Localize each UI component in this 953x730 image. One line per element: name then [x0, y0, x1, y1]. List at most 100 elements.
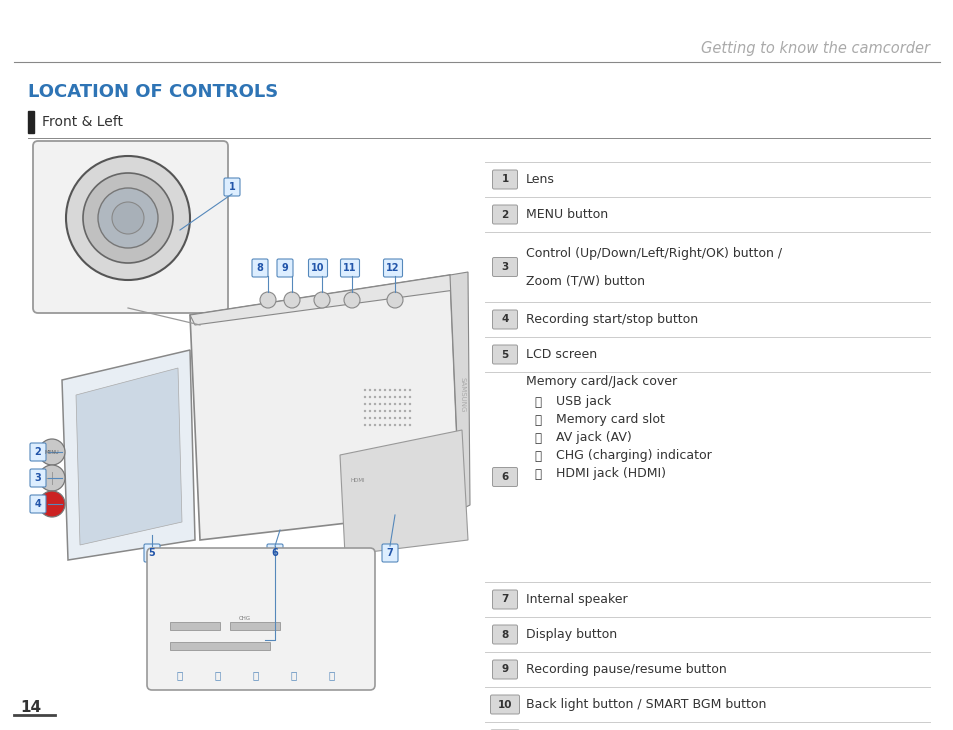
Circle shape — [383, 389, 386, 391]
Circle shape — [389, 417, 391, 419]
FancyBboxPatch shape — [267, 544, 283, 562]
Circle shape — [39, 491, 65, 517]
Circle shape — [374, 424, 375, 426]
Text: SAMSUNG: SAMSUNG — [459, 377, 465, 412]
Circle shape — [403, 396, 406, 398]
FancyBboxPatch shape — [147, 548, 375, 690]
Polygon shape — [190, 275, 455, 325]
Circle shape — [369, 403, 371, 405]
Text: 10: 10 — [497, 699, 512, 710]
Text: Lens: Lens — [525, 173, 555, 186]
Text: 3: 3 — [501, 262, 508, 272]
Circle shape — [378, 389, 381, 391]
FancyBboxPatch shape — [252, 259, 268, 277]
Text: ⓒ: ⓒ — [534, 431, 540, 445]
Circle shape — [383, 403, 386, 405]
Circle shape — [260, 292, 275, 308]
Circle shape — [398, 417, 401, 419]
Text: 5: 5 — [149, 548, 155, 558]
FancyBboxPatch shape — [492, 205, 517, 224]
Circle shape — [383, 410, 386, 412]
Text: 2: 2 — [34, 447, 41, 457]
FancyBboxPatch shape — [224, 178, 240, 196]
Circle shape — [39, 439, 65, 465]
Text: Recording pause/resume button: Recording pause/resume button — [525, 663, 726, 676]
Text: 3: 3 — [34, 473, 41, 483]
Polygon shape — [76, 368, 182, 545]
Text: CHG (charging) indicator: CHG (charging) indicator — [556, 450, 711, 463]
Circle shape — [398, 403, 401, 405]
Bar — [170, 642, 270, 650]
Circle shape — [409, 396, 411, 398]
Text: AV jack (AV): AV jack (AV) — [556, 431, 631, 445]
Text: LCD screen: LCD screen — [525, 348, 597, 361]
Text: ⓔ: ⓔ — [329, 670, 335, 680]
Circle shape — [369, 424, 371, 426]
Circle shape — [394, 410, 395, 412]
Text: Control (Up/Down/Left/Right/OK) button /: Control (Up/Down/Left/Right/OK) button / — [525, 247, 781, 259]
Circle shape — [403, 410, 406, 412]
Circle shape — [112, 202, 144, 234]
Text: ⓑ: ⓑ — [534, 413, 540, 426]
Text: 12: 12 — [386, 263, 399, 273]
Circle shape — [378, 396, 381, 398]
Circle shape — [409, 410, 411, 412]
Circle shape — [378, 410, 381, 412]
Text: 9: 9 — [501, 664, 508, 675]
Circle shape — [398, 424, 401, 426]
Text: USB jack: USB jack — [556, 396, 611, 409]
Circle shape — [344, 292, 359, 308]
Text: ⓓ: ⓓ — [291, 670, 296, 680]
Circle shape — [403, 403, 406, 405]
Circle shape — [398, 389, 401, 391]
Circle shape — [98, 188, 158, 248]
Text: Back light button / SMART BGM button: Back light button / SMART BGM button — [525, 698, 765, 711]
FancyBboxPatch shape — [33, 141, 228, 313]
Circle shape — [39, 465, 65, 491]
Text: Display button: Display button — [525, 628, 617, 641]
Circle shape — [383, 396, 386, 398]
Polygon shape — [190, 275, 459, 540]
Circle shape — [409, 424, 411, 426]
Text: 14: 14 — [20, 701, 41, 715]
Circle shape — [374, 403, 375, 405]
Circle shape — [394, 396, 395, 398]
Bar — [170, 622, 220, 630]
Circle shape — [389, 410, 391, 412]
FancyBboxPatch shape — [383, 259, 402, 277]
Text: 1: 1 — [501, 174, 508, 185]
Text: Memory card/Jack cover: Memory card/Jack cover — [525, 375, 677, 388]
Text: 5: 5 — [501, 350, 508, 359]
Text: ⓐ: ⓐ — [176, 670, 183, 680]
FancyBboxPatch shape — [492, 345, 517, 364]
FancyBboxPatch shape — [492, 625, 517, 644]
Circle shape — [374, 389, 375, 391]
Circle shape — [363, 410, 366, 412]
FancyBboxPatch shape — [492, 660, 517, 679]
FancyBboxPatch shape — [144, 544, 160, 562]
Text: 10: 10 — [311, 263, 324, 273]
Text: Zoom (T/W) button: Zoom (T/W) button — [525, 274, 644, 288]
Text: Recording start/stop button: Recording start/stop button — [525, 313, 698, 326]
Circle shape — [387, 292, 402, 308]
Circle shape — [363, 424, 366, 426]
Polygon shape — [62, 350, 194, 560]
Circle shape — [369, 396, 371, 398]
Text: Memory card slot: Memory card slot — [556, 413, 664, 426]
Text: 8: 8 — [256, 263, 263, 273]
Circle shape — [389, 396, 391, 398]
Bar — [28, 111, 34, 133]
Text: ⓐ: ⓐ — [534, 396, 540, 409]
Circle shape — [66, 156, 190, 280]
Text: 6: 6 — [501, 472, 508, 482]
Circle shape — [389, 403, 391, 405]
Text: 8: 8 — [501, 629, 508, 639]
Text: CHG: CHG — [238, 615, 251, 620]
Circle shape — [389, 424, 391, 426]
Circle shape — [378, 417, 381, 419]
Circle shape — [398, 396, 401, 398]
Circle shape — [369, 410, 371, 412]
Circle shape — [394, 389, 395, 391]
Text: ⓒ: ⓒ — [253, 670, 259, 680]
Text: 1: 1 — [229, 182, 235, 192]
